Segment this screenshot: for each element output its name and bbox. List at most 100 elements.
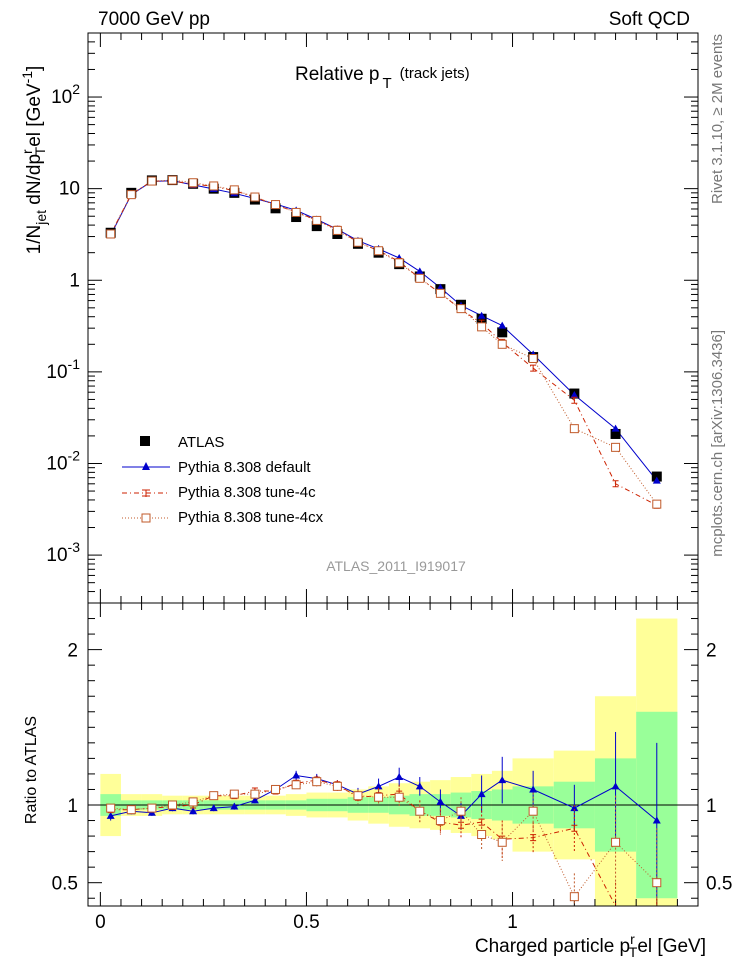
ratio-y-tick-label-right: 1	[706, 796, 717, 817]
main-tune4cx-line	[110, 179, 658, 505]
ratio-tune4cx-point	[394, 792, 404, 802]
main-atlas-point	[497, 327, 508, 338]
main-y-tick-exponent: -2	[68, 447, 81, 463]
ratio-default-point	[529, 785, 538, 793]
x-tick-label: 0	[95, 912, 106, 933]
ratio-default-point	[106, 811, 115, 819]
ratio-tune4cx-point	[415, 806, 425, 816]
main-default-point	[415, 267, 424, 275]
legend-tune4cx-label: Pythia 8.308 tune-4cx	[178, 509, 324, 526]
ratio-tune4cx-point	[528, 806, 538, 816]
ratio-default-point	[209, 804, 218, 812]
main-y-tick-label: 1	[69, 270, 80, 291]
ratio-tune4cx-point	[106, 803, 116, 813]
ratio-y-tick-label-right: 2	[706, 641, 717, 662]
ratio-tune4c-point	[571, 824, 578, 832]
legend-atlas-marker	[140, 436, 150, 446]
main-tune4cx-point	[374, 246, 384, 256]
main-tune4c-point	[612, 480, 619, 488]
main-tune4cx-point	[106, 229, 116, 239]
main-y-tick-exponent: 2	[72, 81, 80, 97]
main-default-point	[570, 390, 579, 398]
legend: ATLAS Pythia 8.308 default Pythia 8.308 …	[122, 434, 324, 526]
ratio-tune4c-point	[530, 834, 537, 842]
main-tune4cx-point	[167, 175, 177, 185]
ratio-tune4cx-point	[291, 780, 301, 790]
main-tune4cx-point	[250, 192, 260, 202]
main-default-point	[611, 424, 620, 432]
main-title: Relative p T(track jets)	[295, 64, 470, 92]
ratio-tune4cx-point	[497, 837, 507, 847]
main-y-tick-label: 10-1	[46, 356, 80, 383]
main-tune4cx-point	[229, 185, 239, 195]
main-y-tick-label: 10	[59, 179, 80, 200]
mcplots-label: mcplots.cern.ch [arXiv:1306.3436]	[709, 330, 726, 557]
header-left: 7000 GeV pp	[98, 9, 210, 30]
ratio-default-point	[395, 773, 404, 781]
ratio-frame	[87, 602, 699, 907]
main-tune4cx-point	[126, 190, 136, 200]
main-tune4cx-point	[611, 442, 621, 452]
main-tune4cx-point	[209, 181, 219, 191]
main-atlas-point	[311, 221, 322, 232]
main-atlas-point	[651, 471, 662, 482]
ratio-default-point	[189, 807, 198, 815]
ratio-default-point	[374, 782, 383, 790]
ratio-tune4cx-point	[167, 800, 177, 810]
main-tune4cx-point	[312, 215, 322, 225]
main-tune4cx-point	[652, 499, 662, 509]
legend-tune4c-marker	[142, 489, 150, 497]
legend-atlas-label: ATLAS	[178, 434, 224, 451]
ratio-tune4cx-point	[271, 784, 281, 794]
main-ylabel: 1/Njet dN/dprTel [GeV-1]	[19, 66, 49, 255]
ratio-tune4cx-point	[374, 792, 384, 802]
ratio-panel: 0 0.5 1 0.5 0.5 1 1 2 2	[52, 603, 732, 933]
ratio-tune4cx-point	[611, 837, 621, 847]
ratio-default-line	[110, 774, 658, 821]
main-tune4cx-point	[271, 200, 281, 210]
main-tune4cx-point	[477, 322, 487, 332]
main-atlas-point	[291, 212, 302, 223]
main-y-tick-exponent: -1	[68, 356, 81, 372]
main-tune4cx-point	[497, 339, 507, 349]
main-tune4c-line	[110, 180, 658, 506]
main-default-point	[477, 311, 486, 319]
watermark: ATLAS_2011_I919017	[326, 558, 466, 574]
legend-tune4cx-marker	[141, 513, 151, 523]
main-tune4cx-point	[394, 258, 404, 268]
main-tune4cx-point	[528, 353, 538, 363]
main-tune4cx-point	[456, 304, 466, 314]
ratio-tune4cx-point	[126, 805, 136, 815]
ratio-tune4cx-point	[652, 878, 662, 888]
main-tune4cx-point	[291, 207, 301, 217]
main-atlas-point	[476, 313, 487, 324]
main-tune4cx-point	[188, 178, 198, 188]
main-tune4cx-point	[435, 288, 445, 298]
ratio-default-point	[611, 782, 620, 790]
main-tune4cx-point	[332, 225, 342, 235]
ratio-tune4cx-point	[332, 781, 342, 791]
ratio-y-tick-label-right: 0.5	[706, 874, 732, 895]
rivet-label: Rivet 3.1.10, ≥ 2M events	[709, 34, 726, 204]
ratio-y-tick-label: 1	[67, 796, 78, 817]
ratio-tune4cx-point	[312, 777, 322, 787]
main-tune4cx-point	[415, 273, 425, 283]
ratio-tune4cx-point	[477, 830, 487, 840]
main-tune4cx-point	[353, 237, 363, 247]
ratio-tune4cx-point	[229, 789, 239, 799]
ratio-default-point	[292, 771, 301, 779]
main-y-tick-label: 10-2	[46, 447, 80, 474]
x-tick-label: 0.5	[293, 912, 319, 933]
ratio-ylabel: Ratio to ATLAS	[23, 716, 40, 824]
ratio-y-tick-label: 0.5	[52, 874, 78, 895]
main-y-tick-exponent: -3	[68, 539, 81, 555]
ratio-default-point	[415, 782, 424, 790]
main-y-tick-label: 10-3	[46, 539, 80, 566]
main-atlas-point	[610, 428, 621, 439]
ratio-tune4cx-point	[569, 892, 579, 902]
ratio-default-point	[477, 790, 486, 798]
ratio-default-point	[570, 804, 579, 812]
main-y-tick-label: 102	[51, 81, 80, 108]
ratio-default-point	[230, 802, 239, 810]
ratio-tune4cx-point	[209, 791, 219, 801]
